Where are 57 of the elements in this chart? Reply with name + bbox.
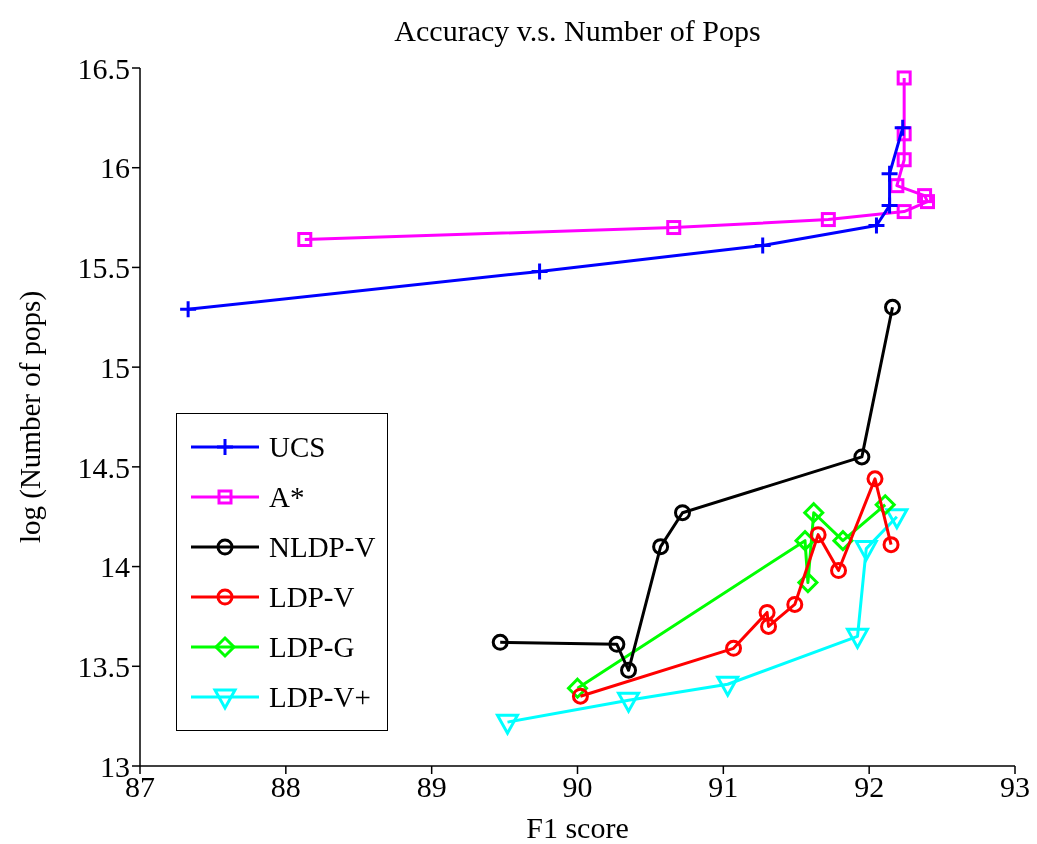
y-axis-title: log (Number of pops) — [14, 290, 48, 544]
x-tick-label: 91 — [708, 770, 739, 804]
point — [846, 627, 869, 649]
point — [820, 212, 836, 228]
point — [786, 595, 804, 613]
point — [917, 188, 933, 204]
point — [760, 617, 778, 635]
x-tick-label: 90 — [562, 770, 593, 804]
point — [725, 639, 743, 657]
point — [620, 661, 638, 679]
point — [803, 502, 825, 524]
y-tick-label: 15.5 — [77, 251, 130, 285]
point — [866, 470, 884, 488]
point — [880, 164, 900, 184]
chart-title: Accuracy v.s. Number of Pops — [393, 14, 762, 48]
point — [758, 603, 776, 621]
point — [880, 196, 900, 216]
point — [652, 538, 670, 556]
legend-label: LDP-V+ — [269, 680, 371, 714]
point — [617, 691, 641, 713]
point — [882, 536, 900, 554]
legend-label: LDP-G — [269, 630, 355, 664]
y-tick-label: 15 — [100, 350, 130, 384]
legend-label: LDP-V — [269, 580, 355, 614]
legend-label: UCS — [269, 430, 326, 464]
point — [674, 504, 691, 522]
legend-label: NLDP-V — [269, 530, 376, 564]
point — [809, 526, 827, 544]
legend-label: A* — [269, 480, 305, 514]
point — [893, 118, 913, 138]
point — [920, 194, 935, 210]
point — [830, 562, 848, 580]
point — [896, 204, 912, 220]
point — [530, 261, 550, 281]
point — [853, 448, 871, 466]
y-tick-label: 16 — [100, 151, 130, 185]
y-tick-label: 16.5 — [77, 51, 130, 85]
x-tick-label: 92 — [854, 770, 885, 804]
y-tick-label: 14 — [100, 550, 130, 584]
x-tick-label: 93 — [1000, 770, 1030, 804]
point — [753, 235, 773, 255]
point — [866, 216, 886, 236]
point — [896, 70, 912, 86]
point — [666, 220, 682, 236]
point — [884, 298, 901, 316]
point — [496, 713, 519, 735]
point — [297, 232, 313, 248]
y-tick-label: 13.5 — [77, 649, 130, 683]
point — [491, 633, 509, 651]
x-axis-title: F1 score — [526, 811, 629, 844]
x-tick-label: 88 — [270, 770, 301, 804]
y-tick-label: 14.5 — [77, 450, 130, 484]
x-tick-label: 89 — [416, 770, 447, 804]
point — [716, 675, 740, 697]
point — [178, 299, 198, 319]
point — [608, 635, 626, 653]
point — [896, 152, 912, 168]
